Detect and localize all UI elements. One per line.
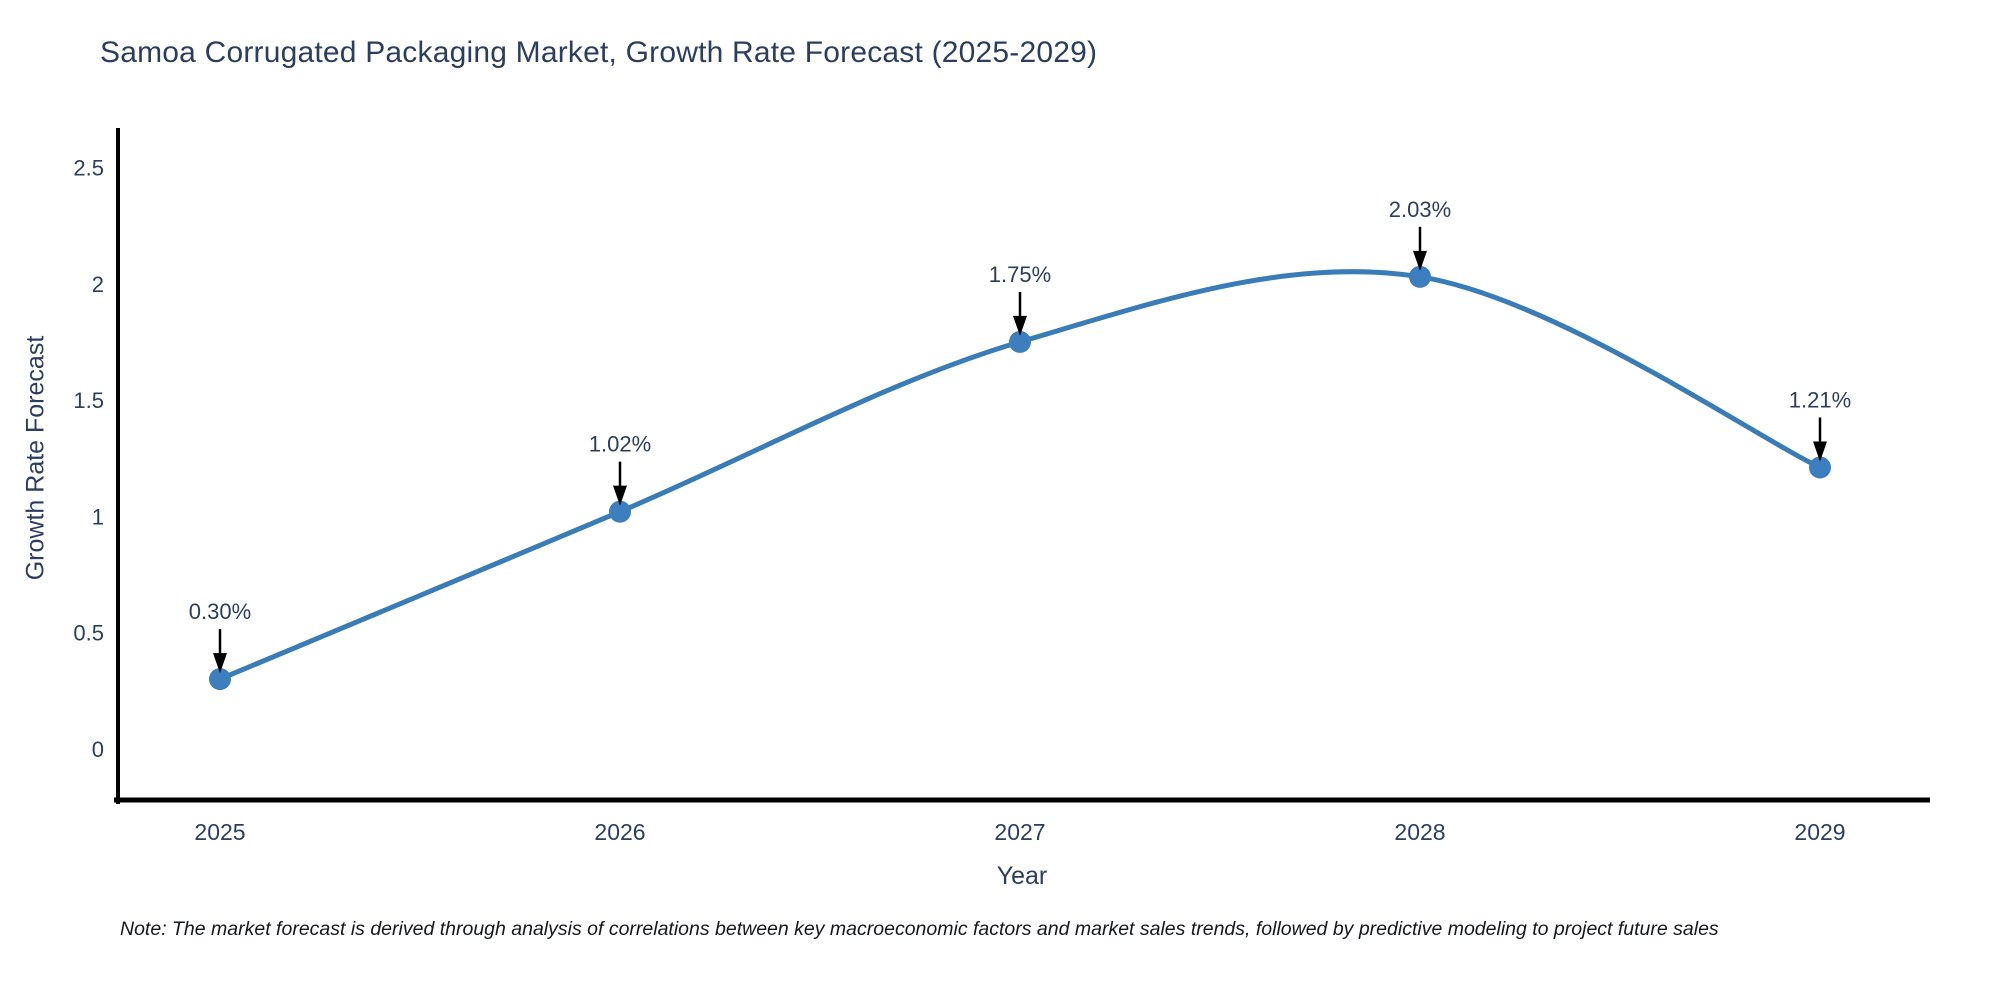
data-point-marker	[1009, 330, 1031, 353]
data-point-marker	[1409, 265, 1431, 288]
annotation-arrowhead-icon	[213, 653, 227, 674]
data-point-marker	[209, 668, 231, 691]
y-tick-label: 0.5	[73, 621, 104, 646]
x-tick-label: 2026	[594, 819, 645, 845]
annotation-arrowhead-icon	[1813, 441, 1827, 462]
annotation-arrowhead-icon	[1013, 315, 1027, 336]
annotation-arrowhead-icon	[613, 485, 627, 506]
y-tick-label: 1	[92, 504, 104, 529]
data-point-marker	[609, 500, 631, 523]
annotation-arrowhead-icon	[1413, 250, 1427, 271]
data-point-label: 0.30%	[189, 599, 251, 624]
y-tick-label: 0	[92, 737, 104, 762]
x-tick-label: 2029	[1794, 819, 1845, 845]
y-tick-label: 2.5	[73, 156, 104, 181]
x-tick-label: 2025	[194, 819, 245, 845]
data-point-label: 2.03%	[1389, 197, 1451, 222]
data-point-label: 1.02%	[589, 432, 651, 457]
chart-title: Samoa Corrugated Packaging Market, Growt…	[100, 36, 1098, 69]
data-point-label: 1.21%	[1789, 387, 1851, 412]
y-tick-label: 1.5	[73, 388, 104, 413]
data-point-marker	[1809, 456, 1831, 479]
x-axis-title: Year	[996, 862, 1048, 890]
y-tick-label: 2	[92, 272, 104, 297]
footnote: Note: The market forecast is derived thr…	[120, 918, 1719, 940]
y-axis-title: Growth Rate Forecast	[21, 335, 50, 581]
x-tick-label: 2027	[994, 819, 1045, 845]
x-tick-label: 2028	[1394, 819, 1445, 845]
data-point-label: 1.75%	[989, 262, 1051, 287]
